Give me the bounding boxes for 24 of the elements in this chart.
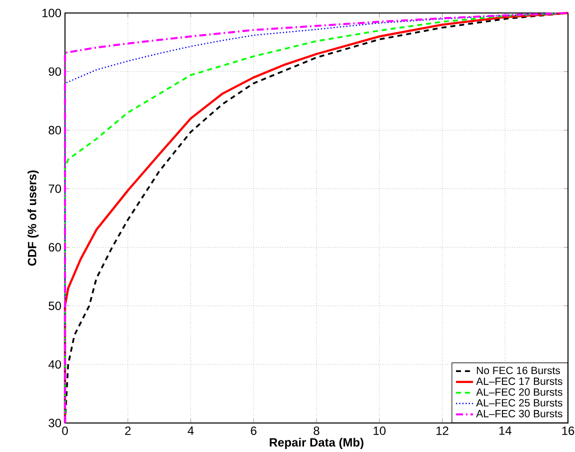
x-tick-label: 2 [125, 426, 131, 435]
y-tick-label: 30 [48, 418, 62, 428]
y-tick-label: 60 [48, 243, 62, 252]
y-tick-label: 50 [48, 302, 62, 310]
x-tick-label: 10 [374, 426, 386, 435]
y-tick-label: 100 [42, 8, 62, 18]
x-tick-label: 14 [499, 426, 512, 435]
x-tick-label: 6 [250, 426, 256, 435]
legend-label: AL–FEC 25 Bursts [476, 399, 562, 407]
legend-label: AL–FEC 20 Bursts [476, 388, 562, 396]
x-tick-label: 12 [436, 426, 448, 435]
y-tick-label: 80 [48, 126, 62, 134]
legend-label: AL–FEC 17 Bursts [476, 378, 562, 385]
y-axis-title: CDF (% of users) [28, 170, 39, 266]
x-tick-label: 4 [188, 426, 194, 435]
x-tick-label: 0 [62, 426, 68, 435]
y-tick-label: 70 [48, 184, 62, 193]
x-tick-label: 8 [314, 426, 320, 435]
y-tick-label: 40 [48, 360, 62, 369]
y-tick-label: 90 [48, 67, 62, 76]
legend-label: AL–FEC 30 Bursts [476, 410, 562, 418]
x-tick-label: 16 [562, 426, 574, 435]
legend-label: No FEC 16 Bursts [476, 366, 560, 374]
x-axis-title: Repair Data (Mb) [270, 438, 364, 449]
